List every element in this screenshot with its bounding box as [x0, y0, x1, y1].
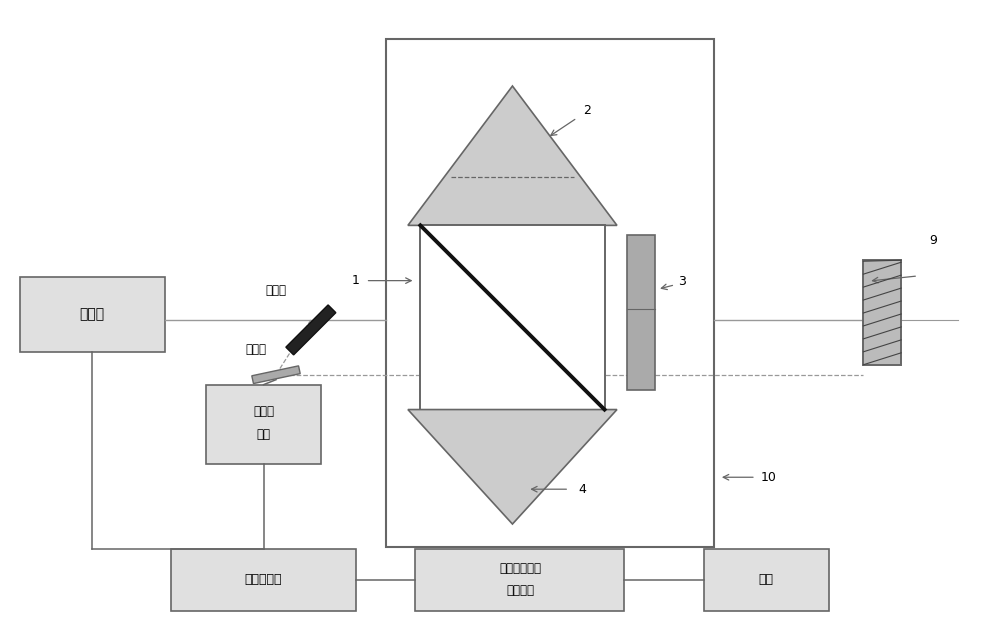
Text: 收器: 收器 [257, 428, 271, 441]
Polygon shape [408, 410, 617, 524]
Text: 光电接: 光电接 [253, 405, 274, 418]
Polygon shape [408, 86, 617, 226]
Text: 显示: 显示 [759, 574, 774, 587]
Text: 激光计数卡: 激光计数卡 [245, 574, 282, 587]
Text: 误差补偿和单: 误差补偿和单 [499, 562, 541, 575]
Text: 9: 9 [929, 234, 937, 247]
Bar [704, 549, 829, 611]
Text: 位计算卡: 位计算卡 [506, 584, 534, 597]
Text: 10: 10 [761, 471, 777, 484]
Text: 激光器: 激光器 [80, 308, 105, 322]
Text: 检偏器: 检偏器 [246, 343, 267, 356]
Bar [863, 260, 901, 365]
Bar [20, 277, 165, 352]
Bar [415, 549, 624, 611]
Bar [206, 384, 321, 464]
Bar [420, 226, 605, 410]
Text: 2: 2 [583, 104, 591, 117]
Bar [627, 236, 655, 389]
Polygon shape [252, 366, 300, 384]
Bar [386, 39, 714, 547]
Bar [171, 549, 356, 611]
Text: 3: 3 [678, 275, 686, 288]
Text: 反光镜: 反光镜 [266, 283, 287, 296]
Text: 1: 1 [352, 274, 360, 287]
Polygon shape [286, 305, 336, 355]
Text: 4: 4 [578, 483, 586, 496]
